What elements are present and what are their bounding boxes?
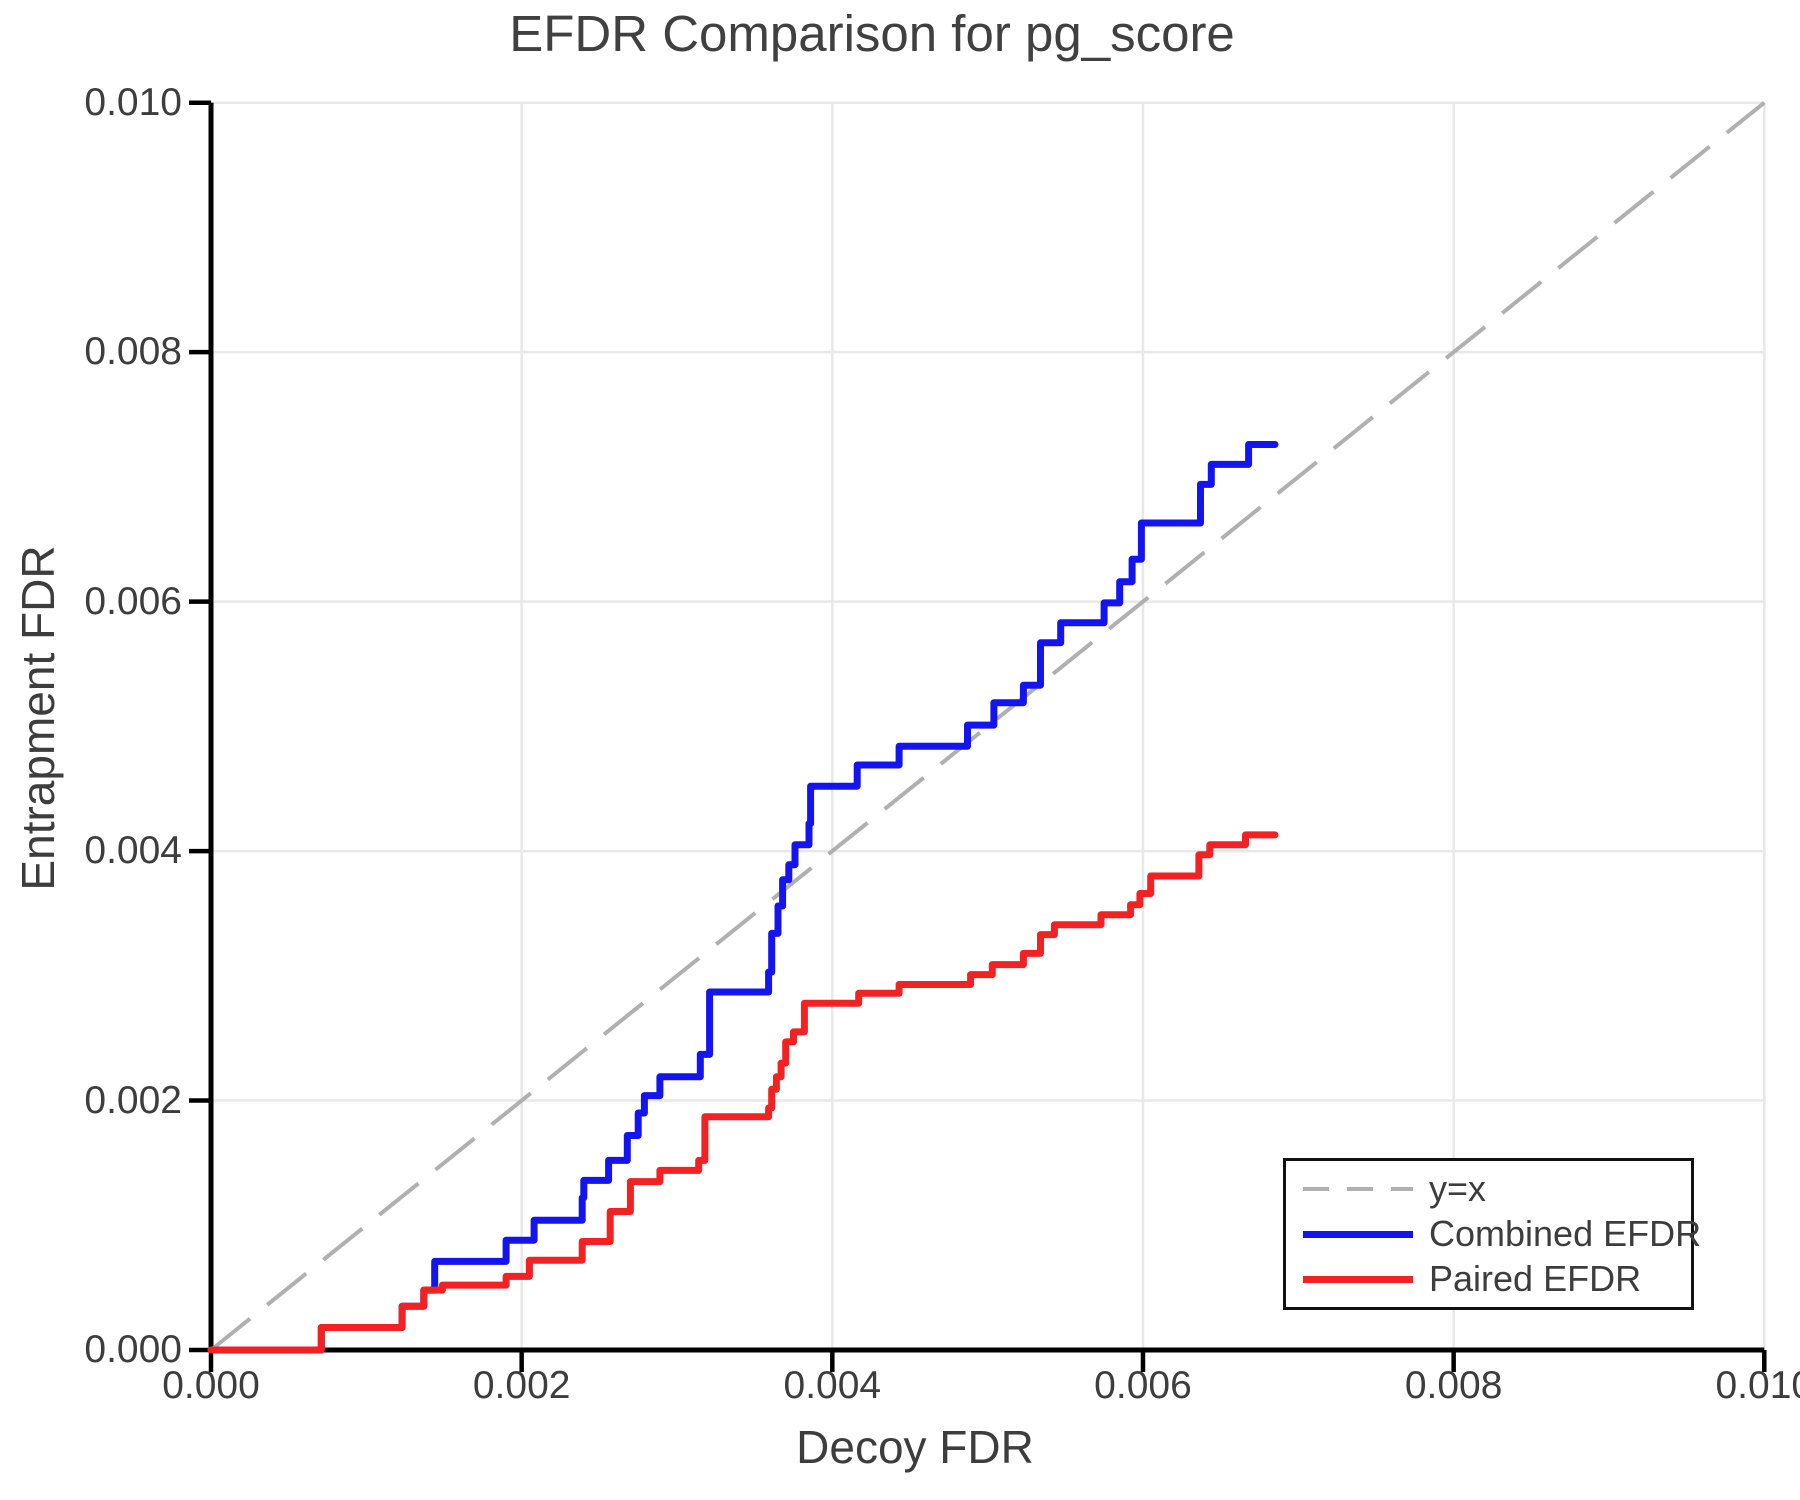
paired-efdr-line [207, 831, 1279, 1354]
legend-item-yx: y=x [1303, 1170, 1691, 1208]
dashed-line-sample [1303, 1187, 1413, 1191]
x-tick-label: 0.000 [162, 1364, 260, 1407]
reference-line-y-equals-x [209, 101, 1766, 1352]
legend-label: Combined EFDR [1429, 1213, 1702, 1254]
y-tick-label: 0.000 [84, 1328, 182, 1371]
x-tick-label: 0.006 [1094, 1364, 1192, 1407]
y-tick-label: 0.002 [84, 1078, 182, 1122]
x-tick-label: 0.004 [783, 1364, 882, 1407]
y-tick-label: 0.010 [84, 80, 182, 124]
legend: y=x Combined EFDR Paired EFDR [1283, 1158, 1701, 1310]
x-tick-label: 0.010 [1715, 1364, 1800, 1407]
legend-label: y=x [1429, 1168, 1487, 1209]
y-tick-label: 0.006 [84, 579, 182, 623]
legend-label: Paired EFDR [1429, 1258, 1642, 1299]
chart-title: EFDR Comparison for pg_score [509, 5, 1235, 62]
legend-item-paired: Paired EFDR [1303, 1260, 1691, 1298]
red-line-sample [1303, 1275, 1413, 1283]
legend-item-combined: Combined EFDR [1303, 1215, 1701, 1253]
blue-line-sample [1303, 1230, 1413, 1238]
combined-efdr-line [207, 441, 1279, 1354]
x-tick-label: 0.008 [1404, 1364, 1503, 1407]
y-tick-label: 0.004 [84, 829, 182, 873]
y-tick-label: 0.008 [84, 330, 182, 374]
x-tick-label: 0.002 [472, 1364, 571, 1407]
x-axis-label: Decoy FDR [796, 1421, 1034, 1473]
